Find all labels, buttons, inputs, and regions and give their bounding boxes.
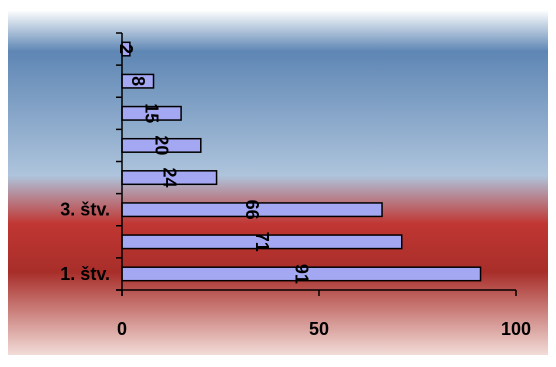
data-label-0: 91 <box>291 264 311 284</box>
data-label-7: 2 <box>116 44 136 54</box>
chart-background <box>8 10 548 355</box>
data-label-4: 20 <box>151 135 171 155</box>
x-tick-label-0: 0 <box>117 319 127 339</box>
x-tick-label-1: 50 <box>309 319 329 339</box>
data-label-1: 71 <box>252 232 272 252</box>
axes-group: 0 50 100 <box>116 32 531 339</box>
data-label-3: 24 <box>159 168 179 188</box>
data-label-2: 66 <box>242 200 262 220</box>
category-label-0: 1. štv. <box>60 264 110 284</box>
data-label-5: 15 <box>142 103 162 123</box>
bars-group <box>121 41 482 282</box>
data-label-6: 8 <box>128 76 148 86</box>
labels-group: 91 1. štv. 71 66 3. štv. 24 20 15 8 2 <box>60 44 311 284</box>
category-label-2: 3. štv. <box>60 200 110 220</box>
x-tick-label-2: 100 <box>501 319 531 339</box>
